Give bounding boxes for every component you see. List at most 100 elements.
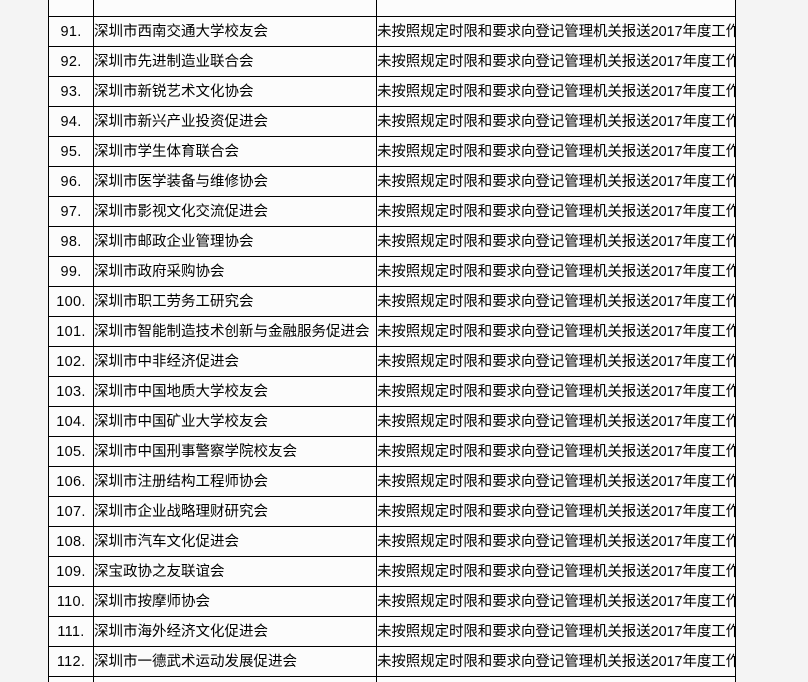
organization-name-cell: 深圳市新锐艺术文化协会 [93,76,377,107]
reason-cell: 未按照规定时限和要求向登记管理机关报送2017年度工作报告 [376,436,736,467]
reason-cell [376,0,736,17]
table-row: 97. 深圳市影视文化交流促进会 未按照规定时限和要求向登记管理机关报送2017年度… [48,196,736,227]
row-index-cell: 101. [48,316,94,347]
table-viewport: 91. 深圳市西南交通大学校友会 未按照规定时限和要求向登记管理机关报送2017年度… [48,0,736,682]
table-row: 107. 深圳市企业战略理财研究会 未按照规定时限和要求向登记管理机关报送2017年… [48,496,736,527]
table-row: 105. 深圳市中国刑事警察学院校友会 未按照规定时限和要求向登记管理机关报送201… [48,436,736,467]
reason-cell: 未按照规定时限和要求向登记管理机关报送2017年度工作报告 [376,76,736,107]
table-row: 99. 深圳市政府采购协会 未按照规定时限和要求向登记管理机关报送2017年度工作报… [48,256,736,287]
row-index-cell: 104. [48,406,94,437]
row-index-cell: 106. [48,466,94,497]
reason-cell: 未按照规定时限和要求向登记管理机关报送2017年度工作报告 [376,466,736,497]
reason-cell: 未按照规定时限和要求向登记管理机关报送2017年度工作报告 [376,226,736,257]
organization-name-cell: 深圳市智能制造技术创新与金融服务促进会 [93,316,377,347]
table-row: 109. 深宝政协之友联谊会 未按照规定时限和要求向登记管理机关报送2017年度工作… [48,556,736,587]
table-row: 91. 深圳市西南交通大学校友会 未按照规定时限和要求向登记管理机关报送2017年度… [48,16,736,47]
organization-name-cell: 深圳市政府采购协会 [93,256,377,287]
row-index-cell: 100. [48,286,94,317]
reason-cell: 未按照规定时限和要求向登记管理机关报送2017年度工作报告 [376,346,736,377]
row-index-cell: 95. [48,136,94,167]
table-row [48,0,736,17]
table-row: 98. 深圳市邮政企业管理协会 未按照规定时限和要求向登记管理机关报送2017年度工… [48,226,736,257]
table-row: 106. 深圳市注册结构工程师协会 未按照规定时限和要求向登记管理机关报送2017年… [48,466,736,497]
table-row: 104. 深圳市中国矿业大学校友会 未按照规定时限和要求向登记管理机关报送2017年… [48,406,736,437]
row-index-cell: 92. [48,46,94,77]
row-index-cell: 103. [48,376,94,407]
table-row: 94. 深圳市新兴产业投资促进会 未按照规定时限和要求向登记管理机关报送2017年度… [48,106,736,137]
organization-name-cell: 深圳市企业战略理财研究会 [93,496,377,527]
reason-cell: 未按照规定时限和要求向登记管理机关报送2017年度工作报告 [376,46,736,77]
row-index-cell: 105. [48,436,94,467]
organization-name-cell: 深圳市汽车文化促进会 [93,526,377,557]
reason-cell: 未按照规定时限和要求向登记管理机关报送2017年度工作报告 [376,616,736,647]
table-row: 101. 深圳市智能制造技术创新与金融服务促进会 未按照规定时限和要求向登记管理机关… [48,316,736,347]
reason-cell: 未按照规定时限和要求向登记管理机关报送2017年度工作报告 [376,196,736,227]
row-index-cell: 111. [48,616,94,647]
table-row: 102. 深圳市中非经济促进会 未按照规定时限和要求向登记管理机关报送2017年度工… [48,346,736,377]
reason-cell: 未按照规定时限和要求向登记管理机关报送2017年度工作报告 [376,676,736,682]
reason-cell: 未按照规定时限和要求向登记管理机关报送2017年度工作报告 [376,106,736,137]
table-row: 93. 深圳市新锐艺术文化协会 未按照规定时限和要求向登记管理机关报送2017年度工… [48,76,736,107]
row-index-cell: 93. [48,76,94,107]
table-row: 113.深圳市瑢珈跑步协会未按照规定时限和要求向登记管理机关报送2017年度工作… [48,676,736,682]
reason-cell: 未按照规定时限和要求向登记管理机关报送2017年度工作报告 [376,496,736,527]
organization-name-cell: 深圳市中国地质大学校友会 [93,376,377,407]
reason-cell: 未按照规定时限和要求向登记管理机关报送2017年度工作报告 [376,316,736,347]
row-index-cell: 108. [48,526,94,557]
reason-cell: 未按照规定时限和要求向登记管理机关报送2017年度工作报告 [376,646,736,677]
organization-name-cell: 深圳市注册结构工程师协会 [93,466,377,497]
reason-cell: 未按照规定时限和要求向登记管理机关报送2017年度工作报告 [376,286,736,317]
reason-cell: 未按照规定时限和要求向登记管理机关报送2017年度工作报告 [376,586,736,617]
row-index-cell: 91. [48,16,94,47]
organization-name-cell: 深圳市按摩师协会 [93,586,377,617]
row-index-cell: 109. [48,556,94,587]
table-row: 112. 深圳市一德武术运动发展促进会 未按照规定时限和要求向登记管理机关报送201… [48,646,736,677]
table-row: 92. 深圳市先进制造业联合会 未按照规定时限和要求向登记管理机关报送2017年度工… [48,46,736,77]
social-organizations-table: 91. 深圳市西南交通大学校友会 未按照规定时限和要求向登记管理机关报送2017年度… [48,0,736,682]
reason-cell: 未按照规定时限和要求向登记管理机关报送2017年度工作报告 [376,166,736,197]
row-index-cell [48,0,94,17]
row-index-cell: 110. [48,586,94,617]
organization-name-cell: 深圳市一德武术运动发展促进会 [93,646,377,677]
organization-name-cell: 深圳市邮政企业管理协会 [93,226,377,257]
organization-name-cell: 深圳市中国刑事警察学院校友会 [93,436,377,467]
table-body: 91. 深圳市西南交通大学校友会 未按照规定时限和要求向登记管理机关报送2017年度… [48,0,736,682]
reason-cell: 未按照规定时限和要求向登记管理机关报送2017年度工作报告 [376,376,736,407]
organization-name-cell [93,0,377,17]
organization-name-cell: 深圳市瑢珈跑步协会 [93,676,377,682]
row-index-cell: 102. [48,346,94,377]
row-index-cell: 96. [48,166,94,197]
row-index-cell: 112. [48,646,94,677]
organization-name-cell: 深圳市新兴产业投资促进会 [93,106,377,137]
reason-cell: 未按照规定时限和要求向登记管理机关报送2017年度工作报告 [376,556,736,587]
reason-cell: 未按照规定时限和要求向登记管理机关报送2017年度工作报告 [376,526,736,557]
row-index-cell: 107. [48,496,94,527]
table-row: 100. 深圳市职工劳务工研究会 未按照规定时限和要求向登记管理机关报送2017年度… [48,286,736,317]
table-row: 95. 深圳市学生体育联合会 未按照规定时限和要求向登记管理机关报送2017年度工作… [48,136,736,167]
reason-cell: 未按照规定时限和要求向登记管理机关报送2017年度工作报告 [376,256,736,287]
table-row: 111. 深圳市海外经济文化促进会 未按照规定时限和要求向登记管理机关报送2017年… [48,616,736,647]
organization-name-cell: 深圳市学生体育联合会 [93,136,377,167]
row-index-cell: 97. [48,196,94,227]
table-row: 96. 深圳市医学装备与维修协会 未按照规定时限和要求向登记管理机关报送2017年度… [48,166,736,197]
table-row: 110. 深圳市按摩师协会 未按照规定时限和要求向登记管理机关报送2017年度工作报… [48,586,736,617]
organization-name-cell: 深圳市职工劳务工研究会 [93,286,377,317]
organization-name-cell: 深圳市先进制造业联合会 [93,46,377,77]
organization-name-cell: 深圳市海外经济文化促进会 [93,616,377,647]
table-row: 108. 深圳市汽车文化促进会 未按照规定时限和要求向登记管理机关报送2017年度工… [48,526,736,557]
organization-name-cell: 深圳市中国矿业大学校友会 [93,406,377,437]
row-index-cell: 98. [48,226,94,257]
table-row: 103. 深圳市中国地质大学校友会 未按照规定时限和要求向登记管理机关报送2017年… [48,376,736,407]
reason-cell: 未按照规定时限和要求向登记管理机关报送2017年度工作报告 [376,406,736,437]
organization-name-cell: 深圳市中非经济促进会 [93,346,377,377]
row-index-cell: 94. [48,106,94,137]
row-index-cell: 113. [48,676,94,682]
reason-cell: 未按照规定时限和要求向登记管理机关报送2017年度工作报告 [376,16,736,47]
organization-name-cell: 深圳市影视文化交流促进会 [93,196,377,227]
organization-name-cell: 深宝政协之友联谊会 [93,556,377,587]
row-index-cell: 99. [48,256,94,287]
organization-name-cell: 深圳市西南交通大学校友会 [93,16,377,47]
organization-name-cell: 深圳市医学装备与维修协会 [93,166,377,197]
reason-cell: 未按照规定时限和要求向登记管理机关报送2017年度工作报告 [376,136,736,167]
